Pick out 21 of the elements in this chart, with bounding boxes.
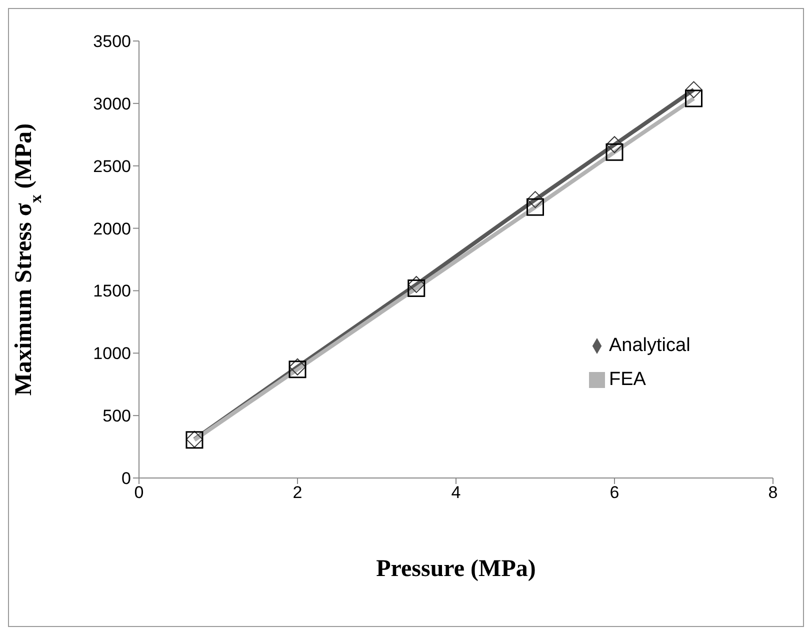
legend-label: Analytical bbox=[609, 335, 690, 356]
point bbox=[606, 136, 623, 154]
y-tick-label: 0 bbox=[122, 469, 131, 488]
y-tick-label: 1500 bbox=[93, 282, 131, 301]
x-tick-label: 4 bbox=[451, 483, 461, 502]
x-tick-label: 8 bbox=[768, 483, 778, 502]
point bbox=[408, 276, 425, 293]
y-tick-label: 3500 bbox=[93, 32, 131, 52]
x-tick-label: 6 bbox=[610, 483, 620, 502]
y-tick-label: 1000 bbox=[93, 344, 131, 364]
point bbox=[685, 81, 702, 98]
legend-label: FEA bbox=[609, 369, 646, 390]
x-axis-title: Pressure (MPa) bbox=[376, 556, 536, 582]
x-tick-label: 0 bbox=[134, 483, 144, 502]
point bbox=[289, 358, 306, 376]
y-tick-label: 500 bbox=[102, 406, 131, 426]
point bbox=[526, 191, 544, 208]
y-tick-label: 3000 bbox=[93, 94, 131, 114]
y-tick-label: 2500 bbox=[93, 156, 131, 176]
x-tick-label: 2 bbox=[292, 483, 302, 502]
y-tick-label: 2000 bbox=[93, 219, 131, 238]
